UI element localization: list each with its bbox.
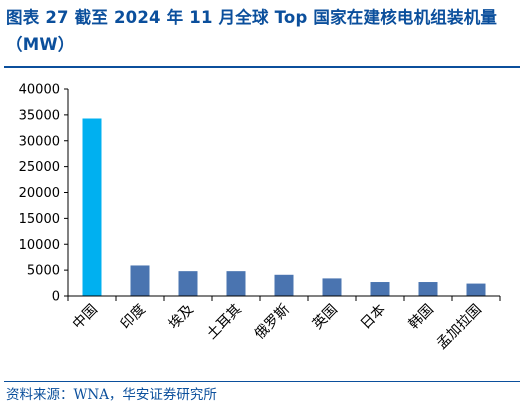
x-tick-label: 俄罗斯 bbox=[252, 302, 293, 343]
x-tick-label: 日本 bbox=[358, 302, 389, 333]
bar bbox=[82, 118, 102, 296]
x-tick-label: 孟加拉国 bbox=[434, 302, 485, 353]
x-tick-label: 土耳其 bbox=[204, 302, 245, 343]
bar bbox=[466, 283, 486, 296]
x-tick-label: 韩国 bbox=[406, 302, 437, 333]
y-tick-label: 35000 bbox=[19, 108, 60, 123]
y-tick-label: 30000 bbox=[19, 134, 60, 149]
bar bbox=[370, 282, 390, 296]
x-tick-label: 埃及 bbox=[166, 302, 197, 333]
x-tick-label: 印度 bbox=[118, 302, 149, 333]
title-divider bbox=[4, 66, 520, 68]
y-tick-label: 20000 bbox=[19, 186, 60, 201]
y-tick-label: 0 bbox=[52, 290, 60, 305]
chart-title: 图表 27 截至 2024 年 11 月全球 Top 国家在建核电机组装机量（M… bbox=[6, 8, 498, 54]
y-axis: 0 5000 10000 15000 20000 25000 30000 35000 40000 bbox=[19, 83, 69, 305]
bar bbox=[418, 282, 438, 296]
y-tick-label: 40000 bbox=[19, 83, 60, 98]
source-divider bbox=[4, 381, 520, 382]
bar bbox=[274, 274, 294, 296]
bar bbox=[130, 265, 150, 296]
x-tick-label: 英国 bbox=[309, 301, 341, 333]
y-tick-label: 15000 bbox=[19, 212, 60, 227]
bar bbox=[322, 278, 342, 296]
source-note: 资料来源：WNA，华安证券研究所 bbox=[6, 387, 217, 403]
bar bbox=[226, 271, 246, 296]
y-tick-label: 10000 bbox=[19, 238, 60, 253]
bar bbox=[178, 271, 198, 296]
y-tick-label: 25000 bbox=[19, 160, 60, 175]
bar-chart: 0 5000 10000 15000 20000 25000 30000 35000 40000… bbox=[19, 83, 501, 353]
bars bbox=[82, 118, 486, 296]
x-tick-label: 中国 bbox=[70, 302, 101, 333]
y-tick-label: 5000 bbox=[27, 264, 60, 279]
